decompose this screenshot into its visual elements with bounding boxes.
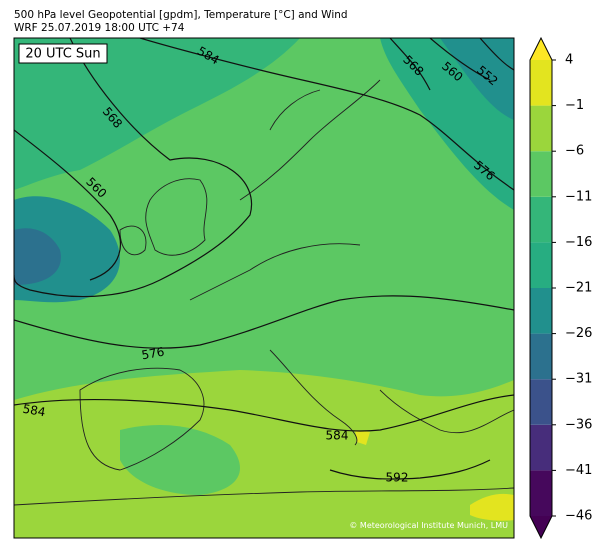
field-mid <box>120 425 240 495</box>
colorbar: −46 −41 −36 −31 −26 −21 −16 −11 −6 −1 4 <box>529 36 592 540</box>
colorbar-band <box>530 424 552 471</box>
field-cold <box>14 38 300 190</box>
colorbar-band <box>530 333 552 380</box>
colorbar-tick-label: −21 <box>565 281 592 296</box>
header-title: 500 hPa level Geopotential [gpdm], Tempe… <box>14 9 348 21</box>
colorbar-band <box>530 242 552 288</box>
time-label: 20 UTC Sun <box>25 47 100 62</box>
contour <box>139 38 514 191</box>
contour <box>329 459 491 480</box>
colorbar-tick-label: −6 <box>565 144 584 159</box>
coastline <box>189 79 381 301</box>
field-warm <box>14 370 514 538</box>
contour <box>14 38 253 298</box>
colorbar-tick-label: −46 <box>565 509 592 524</box>
colorbar-band <box>530 151 552 197</box>
contour <box>14 295 514 349</box>
contour <box>389 38 514 91</box>
contour-label: 576 <box>140 345 165 363</box>
colorbar-extend-high <box>530 38 552 60</box>
coastline <box>14 487 514 506</box>
colorbar-band <box>530 379 552 425</box>
field-cold <box>440 38 514 120</box>
colorbar-tick-label: −36 <box>565 417 592 432</box>
colorbar-band <box>530 60 552 106</box>
coastline <box>79 367 205 471</box>
colorbar-tick-label: 4 <box>565 53 573 68</box>
copyright: © Meteorological Institute Munich, LMU <box>349 521 508 530</box>
field-coldest <box>14 228 61 285</box>
coastline <box>145 178 208 256</box>
colorbar-band <box>530 196 552 243</box>
contour-label: 584 <box>22 402 47 420</box>
colorbar-tick-label: −41 <box>565 463 592 478</box>
colorbar-tick-label: −31 <box>565 372 592 387</box>
contour-label: 584 <box>326 429 349 443</box>
field-hot <box>470 493 514 521</box>
field-hot <box>355 430 370 445</box>
coastline <box>119 225 147 256</box>
coastline <box>269 349 514 446</box>
colorbar-tick-label: −26 <box>565 326 592 341</box>
contour-label: 592 <box>386 471 409 485</box>
map-frame <box>13 37 515 539</box>
colorbar-band <box>530 105 552 152</box>
colorbar-tick-label: −1 <box>565 98 584 113</box>
time-label-box <box>18 43 108 64</box>
contour <box>14 394 514 432</box>
contour <box>14 129 121 281</box>
colorbar-extend-low <box>530 516 552 538</box>
colorbar-tick-label: −16 <box>565 235 592 250</box>
colorbar-band <box>530 470 552 516</box>
colorbar-tick-label: −11 <box>565 189 592 204</box>
map-area <box>14 38 514 538</box>
colorbar-band <box>530 288 552 334</box>
header-subtitle: WRF 25.07.2019 18:00 UTC +74 <box>14 22 185 34</box>
